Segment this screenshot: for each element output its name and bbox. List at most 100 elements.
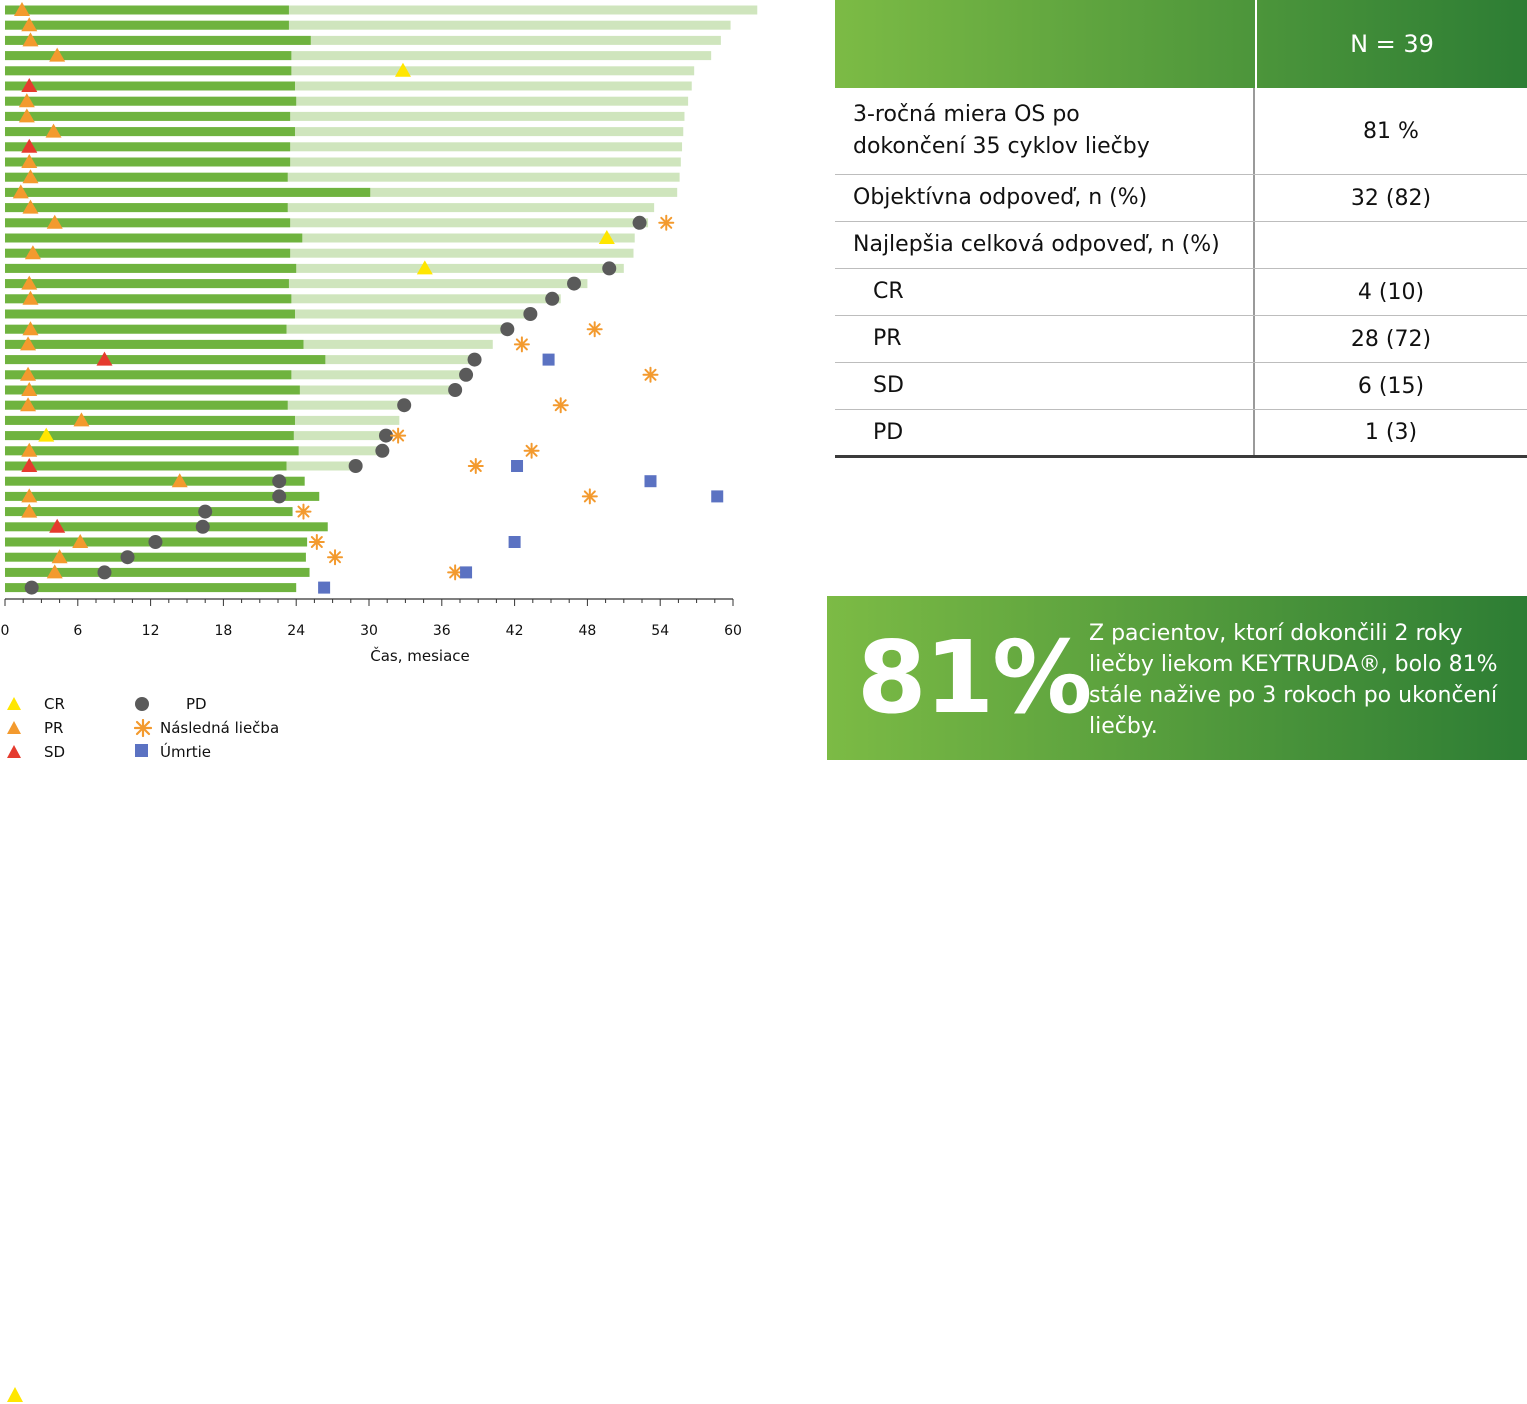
- pr-triangle-marker: [18, 93, 35, 108]
- patient-row: [5, 78, 692, 92]
- pr-triangle-marker: [22, 321, 39, 336]
- patient-row: [5, 382, 463, 397]
- patient-row: [5, 260, 624, 276]
- followup-bar: [5, 157, 681, 167]
- sd-triangle-marker: [21, 138, 38, 153]
- x-tick-label: 48: [578, 623, 596, 639]
- pr-triangle-marker: [22, 32, 39, 47]
- table-row-label: 3-ročná miera OS po dokončení 35 cyklov …: [835, 88, 1255, 174]
- banner-big-number: 81%: [857, 619, 1092, 736]
- patient-row: [5, 275, 588, 291]
- pr-triangle-marker: [73, 412, 90, 427]
- treatment-bar: [5, 400, 288, 410]
- pd-circle-marker: [120, 550, 135, 565]
- table-row-label: Objektívna odpoveď, n (%): [835, 175, 1255, 221]
- pd-circle-marker: [500, 322, 515, 337]
- pr-triangle-marker: [12, 184, 29, 199]
- followup-bar: [5, 279, 588, 289]
- x-tick-label: 24: [287, 623, 305, 639]
- pd-circle-marker: [348, 459, 363, 473]
- pr-triangle-marker: [46, 214, 63, 229]
- sd-triangle-marker: [21, 458, 38, 472]
- pd-circle-marker: [523, 307, 538, 321]
- pr-triangle-marker: [46, 564, 63, 579]
- legend-pr: PR: [44, 719, 64, 737]
- pd-circle-marker: [198, 504, 213, 519]
- table-row-label: PR: [835, 316, 1255, 362]
- followup-bar: [5, 203, 655, 213]
- followup-bar: [5, 20, 731, 30]
- followup-bar: [5, 81, 692, 91]
- treatment-bar: [5, 461, 287, 471]
- table-row-label: CR: [835, 269, 1255, 315]
- pd-circle-marker: [545, 291, 560, 306]
- patient-row: [5, 488, 724, 505]
- pd-circle-marker: [567, 276, 582, 291]
- treatment-bar: [5, 263, 297, 273]
- next-therapy-asterisk-marker: [447, 564, 464, 581]
- patient-row: [5, 564, 473, 581]
- next-therapy-asterisk-marker: [658, 214, 675, 231]
- treatment-bar: [5, 339, 304, 349]
- cr-triangle-marker: [598, 230, 615, 244]
- table-row-value: 32 (82): [1350, 185, 1432, 211]
- table-row-value: 28 (72): [1350, 326, 1432, 352]
- pd-circle-marker: [24, 580, 39, 595]
- patient-row: [5, 138, 683, 153]
- x-tick-label: 30: [360, 623, 378, 639]
- pr-triangle-marker: [21, 382, 38, 396]
- patient-row: [5, 17, 731, 32]
- pr-triangle-marker: [22, 199, 39, 214]
- pr-triangle-marker: [45, 123, 62, 138]
- patient-row: [5, 199, 655, 214]
- patient-row: [5, 154, 681, 168]
- table-header-n: N = 39: [1350, 30, 1434, 58]
- legend-sd: SD: [44, 743, 66, 761]
- treatment-bar: [5, 309, 295, 319]
- cr-triangle-marker: [394, 62, 411, 77]
- followup-bar: [5, 218, 649, 228]
- next-therapy-asterisk-marker: [581, 488, 598, 505]
- treatment-bar: [5, 279, 289, 289]
- followup-bar: [5, 35, 721, 45]
- next-therapy-asterisk-marker: [552, 397, 569, 414]
- pd-circle-marker: [459, 367, 474, 382]
- cr-legend-icon: [7, 1387, 23, 1402]
- death-square-marker: [511, 460, 524, 472]
- treatment-bar: [5, 157, 291, 167]
- patient-row: [5, 2, 758, 16]
- treatment-bar: [5, 127, 295, 137]
- treatment-bar: [5, 446, 299, 456]
- pr-triangle-marker: [20, 397, 37, 412]
- x-axis-label: Čas, mesiace: [370, 646, 470, 665]
- followup-bar: [5, 127, 684, 137]
- table-row-value: [1255, 222, 1527, 268]
- treatment-bar: [5, 522, 328, 532]
- square-icon: [135, 744, 148, 757]
- cr-triangle-icon: [7, 697, 21, 710]
- pd-circle-marker: [632, 215, 647, 230]
- patient-row: [5, 169, 680, 184]
- pr-triangle-marker: [21, 488, 38, 503]
- pd-circle-marker: [195, 519, 210, 534]
- treatment-bar: [5, 111, 291, 121]
- next-therapy-asterisk-marker: [513, 336, 530, 353]
- pd-circle-marker: [397, 398, 412, 413]
- followup-bar: [5, 96, 689, 106]
- pr-triangle-marker: [20, 336, 37, 351]
- treatment-bar: [5, 294, 292, 304]
- patient-row: [5, 549, 344, 566]
- pr-triangle-marker: [22, 169, 39, 184]
- treatment-bar: [5, 20, 289, 30]
- patient-row: [5, 518, 328, 534]
- patient-row: [5, 336, 530, 353]
- legend-pd: PD: [186, 695, 207, 713]
- next-therapy-asterisk-marker: [327, 549, 344, 566]
- pd-circle-marker: [602, 261, 617, 276]
- highlight-banner: 81% Z pacientov, ktorí dokončili 2 roky …: [827, 596, 1527, 760]
- treatment-bar: [5, 142, 291, 152]
- table-row-value: 81 %: [1363, 118, 1419, 144]
- treatment-bar: [5, 187, 371, 197]
- death-square-marker: [460, 566, 473, 579]
- next-therapy-asterisk-marker: [295, 503, 312, 520]
